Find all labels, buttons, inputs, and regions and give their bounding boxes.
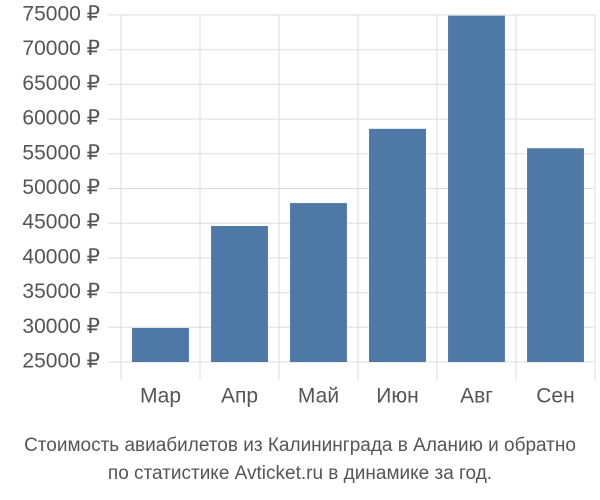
y-tick-label: 40000 ₽	[22, 245, 100, 268]
caption-line: по статистике Avticket.ru в динамике за …	[108, 463, 492, 484]
bar	[290, 203, 347, 362]
y-tick-label: 55000 ₽	[22, 141, 100, 164]
y-tick-label: 50000 ₽	[22, 176, 100, 199]
x-tick-label: Авг	[460, 385, 493, 408]
x-tick-label: Май	[298, 385, 339, 408]
y-tick-label: 25000 ₽	[22, 350, 100, 373]
x-tick-label: Апр	[221, 385, 258, 408]
bar	[369, 128, 426, 362]
y-tick-label: 45000 ₽	[22, 211, 100, 234]
y-tick-label: 70000 ₽	[22, 37, 100, 60]
y-tick-label: 30000 ₽	[22, 315, 100, 338]
y-tick-label: 65000 ₽	[22, 72, 100, 95]
y-tick-label: 60000 ₽	[22, 107, 100, 130]
bar	[211, 225, 268, 362]
bar	[448, 15, 505, 362]
bar	[527, 148, 584, 362]
x-tick-label: Сен	[536, 385, 574, 408]
y-tick-label: 75000 ₽	[22, 3, 100, 26]
bar	[132, 327, 189, 362]
caption-line: Стоимость авиабилетов из Калининграда в …	[24, 435, 576, 456]
y-tick-label: 35000 ₽	[22, 280, 100, 303]
x-tick-label: Июн	[376, 385, 418, 408]
x-tick-label: Мар	[140, 385, 181, 408]
